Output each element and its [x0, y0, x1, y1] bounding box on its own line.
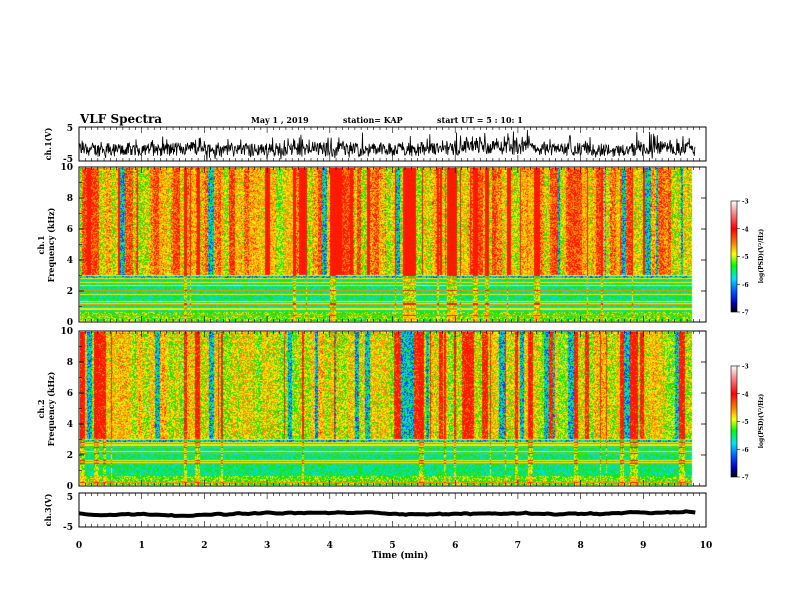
- ch1-waveform-panel: 5 -5 ch.1(V): [43, 124, 707, 165]
- colorbar-tick-label: -5: [742, 254, 749, 261]
- ch1-colorbar-label: log(PSD)(V²/Hz): [758, 229, 765, 284]
- ch2-colorbar-strip: [730, 365, 738, 478]
- colorbar-tick-label: -3: [742, 199, 749, 206]
- freq-tick-label: 0: [67, 318, 73, 328]
- colorbar-tick-label: -7: [742, 310, 749, 317]
- colorbar-tick-label: -7: [742, 475, 749, 482]
- freq-tick-label: 4: [67, 420, 73, 430]
- time-tick-label: 4: [327, 541, 333, 551]
- ch2-spectrogram-heatmap: [80, 332, 694, 485]
- ch1-spectrogram-panel: 0 2 4 6 8 10 ch.1 Frequency (kHz): [36, 163, 707, 328]
- date-label: May 1 , 2019: [251, 115, 309, 125]
- colorbar-tick-label: -6: [742, 447, 749, 454]
- ch2-colorbar-label: log(PSD)(V²/Hz): [758, 394, 765, 449]
- station-label: station= KAP: [343, 115, 403, 125]
- colorbar-tick-label: -6: [742, 282, 749, 289]
- ch3-waveform-ylabel: ch.3(V): [43, 493, 53, 526]
- colorbar-tick-label: -4: [742, 391, 749, 398]
- ch1-spec-ylabel: ch.1: [36, 235, 46, 254]
- time-tick-label: 10: [700, 541, 713, 551]
- time-tick-label: 7: [515, 541, 521, 551]
- ch2-colorbar: -3 -4 -5 -6 -7 log(PSD)(V²/Hz): [730, 364, 765, 482]
- ch1-ytick-bottom: -5: [63, 155, 73, 165]
- time-tick-label: 9: [640, 541, 646, 551]
- freq-tick-label: 10: [60, 327, 73, 337]
- colorbar-tick-label: -3: [742, 364, 749, 371]
- ch3-waveform-trace: [78, 509, 696, 518]
- time-ticks: [78, 127, 707, 527]
- ch1-colorbar-ticks: -3 -4 -5 -6 -7: [737, 199, 749, 317]
- freq-tick-label: 2: [67, 451, 73, 461]
- chart-title: VLF Spectra: [80, 112, 163, 126]
- ch2-freq-ylabel: Frequency (kHz): [46, 371, 56, 446]
- freq-tick-label: 8: [67, 194, 73, 204]
- colorbar-tick-label: -4: [742, 226, 749, 233]
- ch1-spectrogram-heatmap: [80, 168, 694, 321]
- ch2-freq-ticks: 0 2 4 6 8 10: [60, 327, 706, 492]
- ch2-spec-ylabel: ch.2: [36, 399, 46, 418]
- time-axis-labels: 0 1 2 3 4 5 6 7 8 9 10: [76, 541, 712, 551]
- ch3-ytick-bottom: -5: [63, 523, 73, 533]
- ch3-ytick-top: 5: [67, 493, 73, 503]
- freq-tick-label: 6: [67, 389, 73, 399]
- time-tick-label: 2: [201, 541, 207, 551]
- start-time-label: start UT = 5 : 10: 1: [437, 115, 523, 125]
- ch2-spectrogram-frame: [78, 330, 707, 487]
- freq-tick-label: 0: [67, 482, 73, 492]
- time-tick-label: 8: [577, 541, 583, 551]
- colorbar-tick-label: -5: [742, 419, 749, 426]
- freq-tick-label: 10: [60, 163, 73, 173]
- time-tick-label: 6: [452, 541, 458, 551]
- ch1-spectrogram-frame: [78, 166, 707, 323]
- time-tick-label: 5: [389, 541, 395, 551]
- ch1-colorbar-strip: [730, 200, 738, 313]
- freq-tick-label: 2: [67, 287, 73, 297]
- ch1-waveform-ylabel: ch.1(V): [43, 127, 53, 160]
- x-axis-label: Time (min): [372, 550, 429, 561]
- ch1-waveform-trace: [78, 129, 696, 162]
- ch2-colorbar-ticks: -3 -4 -5 -6 -7: [737, 364, 749, 482]
- ch1-ytick-top: 5: [67, 124, 73, 134]
- time-tick-label: 3: [264, 541, 270, 551]
- ch1-colorbar: -3 -4 -5 -6 -7 log(PSD)(V²/Hz): [730, 199, 765, 317]
- time-tick-label: 1: [139, 541, 145, 551]
- ch2-spectrogram-panel: 0 2 4 6 8 10 ch.2 Frequency (kHz): [36, 327, 707, 492]
- ch1-freq-ylabel: Frequency (kHz): [46, 207, 56, 282]
- freq-tick-label: 6: [67, 225, 73, 235]
- freq-tick-label: 8: [67, 358, 73, 368]
- freq-tick-label: 4: [67, 256, 73, 266]
- ch3-waveform-panel: 5 -5 ch.3(V): [43, 492, 707, 533]
- time-tick-label: 0: [76, 541, 82, 551]
- ch1-freq-ticks: 0 2 4 6 8 10: [60, 163, 706, 328]
